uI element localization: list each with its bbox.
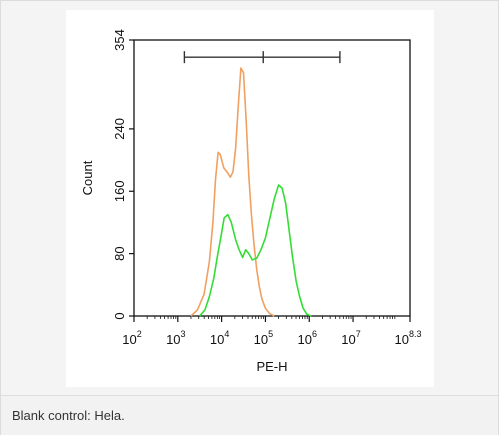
x-tick-exponent: 3 bbox=[181, 329, 186, 339]
x-tick-label: 102 bbox=[122, 329, 141, 347]
x-axis-title: PE-H bbox=[256, 359, 287, 374]
x-tick-base: 10 bbox=[395, 332, 409, 347]
y-axis-title: Count bbox=[80, 160, 95, 195]
y-tick-label: 160 bbox=[112, 180, 127, 202]
series-layer bbox=[190, 67, 312, 317]
gate-marker bbox=[183, 51, 341, 64]
x-tick-exponent: 5 bbox=[268, 329, 273, 339]
x-tick-label: 106 bbox=[297, 329, 316, 347]
x-tick-base: 10 bbox=[210, 332, 224, 347]
x-tick-exponent: 8.3 bbox=[409, 329, 422, 339]
x-tick-base: 10 bbox=[254, 332, 268, 347]
x-tick-label: 107 bbox=[341, 329, 360, 347]
x-tick-base: 10 bbox=[122, 332, 136, 347]
x-tick-base: 10 bbox=[166, 332, 180, 347]
x-tick-label: 105 bbox=[254, 329, 273, 347]
y-tick-label: 354 bbox=[112, 29, 127, 51]
x-axis-ticks: 102 103 104 105 106 107 108.3 bbox=[122, 316, 421, 347]
y-tick-label: 0 bbox=[112, 312, 127, 319]
x-tick-label: 108.3 bbox=[395, 329, 422, 347]
x-tick-exponent: 2 bbox=[137, 329, 142, 339]
x-tick-exponent: 6 bbox=[312, 329, 317, 339]
figure-image-panel: 0 80 160 240 354 102 103 104 105 106 107 108.3 Cou… bbox=[66, 10, 434, 387]
x-tick-label: 104 bbox=[210, 329, 229, 347]
figure-caption: Blank control: Hela. bbox=[12, 408, 125, 423]
y-tick-label: 240 bbox=[112, 118, 127, 140]
y-axis-ticks: 0 80 160 240 354 bbox=[112, 29, 134, 320]
x-tick-base: 10 bbox=[297, 332, 311, 347]
x-tick-label: 103 bbox=[166, 329, 185, 347]
histogram-series-2 bbox=[199, 184, 312, 317]
x-tick-exponent: 7 bbox=[356, 329, 361, 339]
caption-bar: Blank control: Hela. bbox=[1, 395, 498, 435]
y-tick-label: 80 bbox=[112, 246, 127, 260]
x-tick-base: 10 bbox=[341, 332, 355, 347]
plot-frame bbox=[133, 39, 411, 317]
x-tick-exponent: 4 bbox=[224, 329, 229, 339]
histogram-series-1 bbox=[190, 67, 275, 317]
